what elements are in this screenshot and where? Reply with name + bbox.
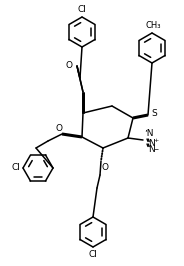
Text: Cl: Cl <box>11 164 20 172</box>
Text: Cl: Cl <box>78 5 86 14</box>
Text: CH₃: CH₃ <box>145 21 161 30</box>
Text: N: N <box>148 139 155 148</box>
Text: S: S <box>151 110 157 118</box>
Text: +: + <box>153 138 158 143</box>
Text: −: − <box>153 147 158 152</box>
Text: O: O <box>102 163 109 172</box>
Text: O: O <box>66 61 73 70</box>
Text: Cl: Cl <box>89 250 98 259</box>
Text: O: O <box>56 124 63 133</box>
Text: ʼN: ʼN <box>144 129 153 138</box>
Text: N: N <box>148 144 155 153</box>
